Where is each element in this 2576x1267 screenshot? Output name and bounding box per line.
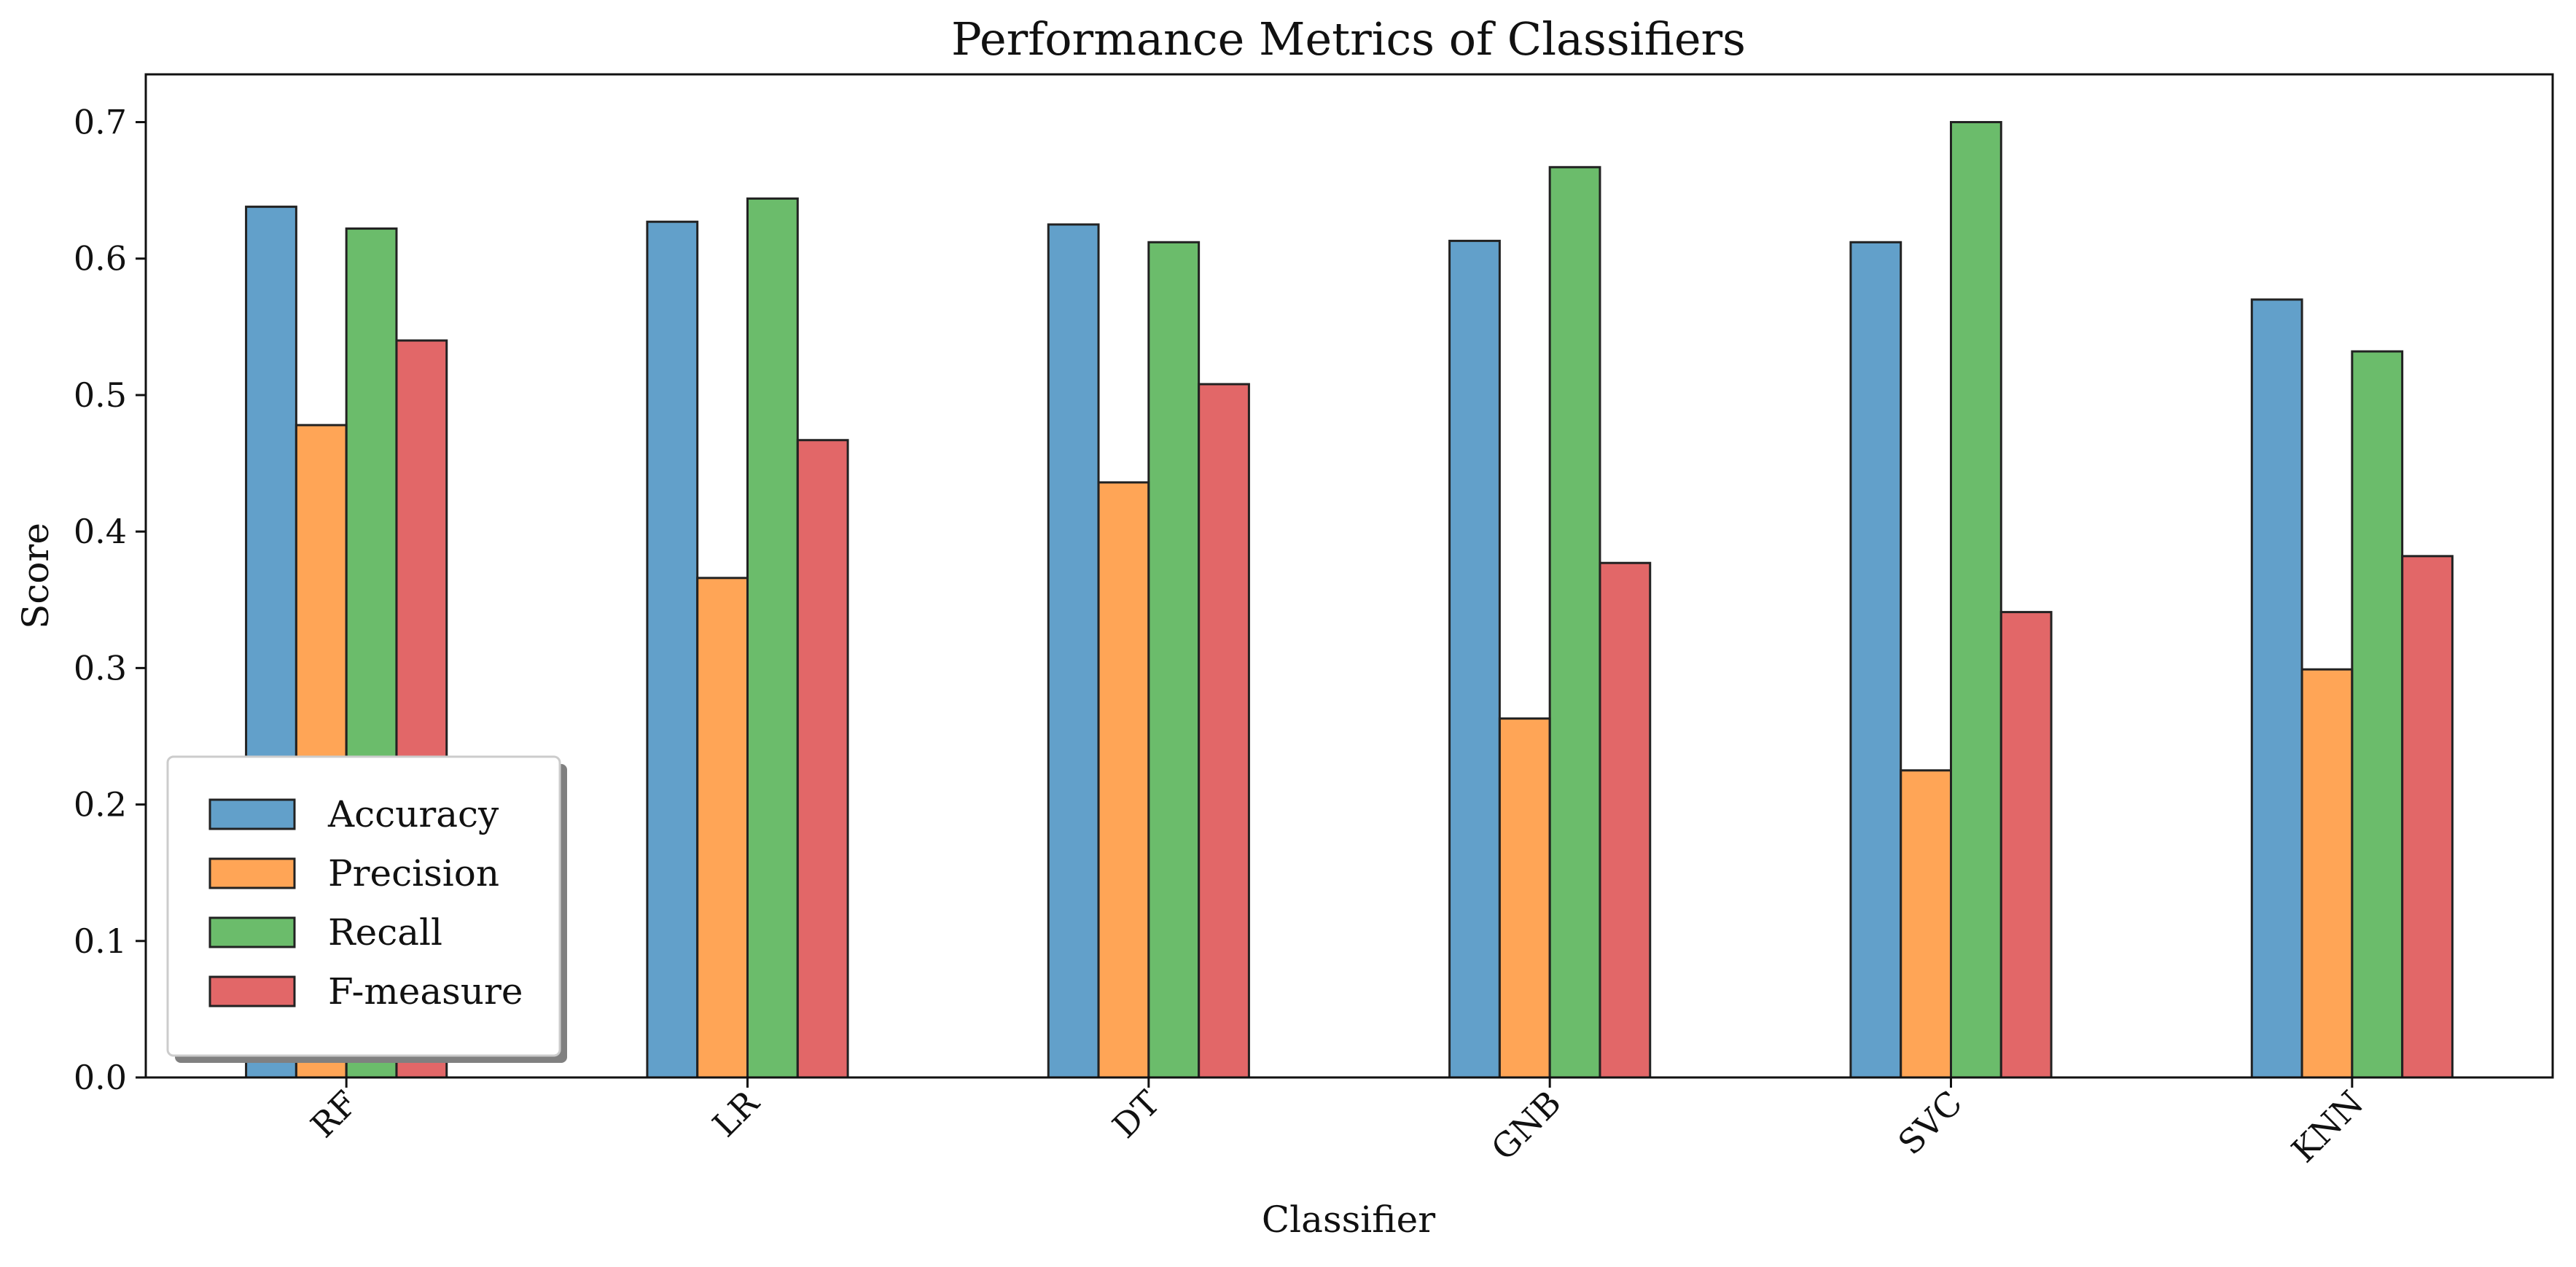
legend-label-accuracy: Accuracy bbox=[327, 793, 499, 835]
bar-knn-precision bbox=[2300, 668, 2354, 1079]
x-axis-title: Classifier bbox=[1262, 1198, 1435, 1241]
bar-knn-accuracy bbox=[2250, 298, 2303, 1079]
legend-label-recall: Recall bbox=[328, 911, 442, 954]
y-tick-label: 0.2 bbox=[74, 785, 127, 824]
y-tick-label: 0.7 bbox=[74, 103, 127, 142]
legend-swatch-precision bbox=[208, 857, 296, 889]
legend-items: Accuracy Precision Recall F-measure bbox=[208, 793, 523, 1013]
bar-lr-recall bbox=[746, 197, 799, 1079]
x-tick-label-knn: KNN bbox=[2284, 1083, 2370, 1170]
x-tick-label-dt: DT bbox=[1105, 1083, 1168, 1145]
y-tick-label: 0.4 bbox=[74, 512, 127, 551]
plot-frame bbox=[144, 73, 2554, 1079]
x-tick-label-lr: LR bbox=[705, 1083, 767, 1145]
y-tick-label: 0.3 bbox=[74, 648, 127, 687]
bars-layer bbox=[245, 121, 2454, 1079]
bar-gnb-recall bbox=[1548, 165, 1601, 1079]
bar-gnb-precision bbox=[1498, 717, 1551, 1079]
bar-svc-precision bbox=[1900, 769, 1952, 1079]
bar-lr-f-measure bbox=[796, 439, 849, 1079]
y-axis-title: Score bbox=[15, 523, 57, 629]
bar-gnb-f-measure bbox=[1599, 561, 1652, 1079]
legend: Accuracy Precision Recall F-measure bbox=[166, 755, 567, 1063]
bar-knn-recall bbox=[2351, 350, 2404, 1079]
bar-svc-recall bbox=[1950, 121, 2002, 1079]
bar-dt-accuracy bbox=[1047, 223, 1100, 1079]
x-tick-label-rf: RF bbox=[303, 1083, 365, 1145]
bar-svc-accuracy bbox=[1849, 241, 1902, 1079]
bar-dt-recall bbox=[1147, 241, 1201, 1079]
x-axis: RF LR DT GNB SVC KNN bbox=[303, 1077, 2371, 1170]
x-tick-label-svc: SVC bbox=[1890, 1083, 1970, 1163]
bar-lr-accuracy bbox=[646, 220, 699, 1079]
bar-gnb-accuracy bbox=[1448, 239, 1501, 1079]
bar-dt-f-measure bbox=[1198, 383, 1250, 1079]
chart-title: Performance Metrics of Classifiers bbox=[951, 12, 1746, 66]
y-axis: 0.0 0.1 0.2 0.3 0.4 0.5 0.6 0.7 bbox=[74, 103, 146, 1097]
y-tick-label: 0.0 bbox=[74, 1058, 127, 1097]
bar-dt-precision bbox=[1097, 481, 1150, 1079]
legend-swatch-accuracy bbox=[208, 798, 296, 830]
legend-label-f-measure: F-measure bbox=[328, 970, 523, 1013]
legend-swatch-f-measure bbox=[208, 975, 296, 1007]
bar-lr-precision bbox=[696, 577, 749, 1079]
x-tick-label-gnb: GNB bbox=[1483, 1083, 1569, 1169]
y-tick-label: 0.5 bbox=[74, 375, 127, 415]
y-tick-label: 0.6 bbox=[74, 239, 127, 278]
bar-svc-f-measure bbox=[1999, 611, 2053, 1079]
legend-swatch-recall bbox=[208, 916, 296, 948]
legend-label-precision: Precision bbox=[328, 852, 499, 894]
y-tick-label: 0.1 bbox=[74, 921, 127, 961]
bar-knn-f-measure bbox=[2401, 555, 2454, 1079]
